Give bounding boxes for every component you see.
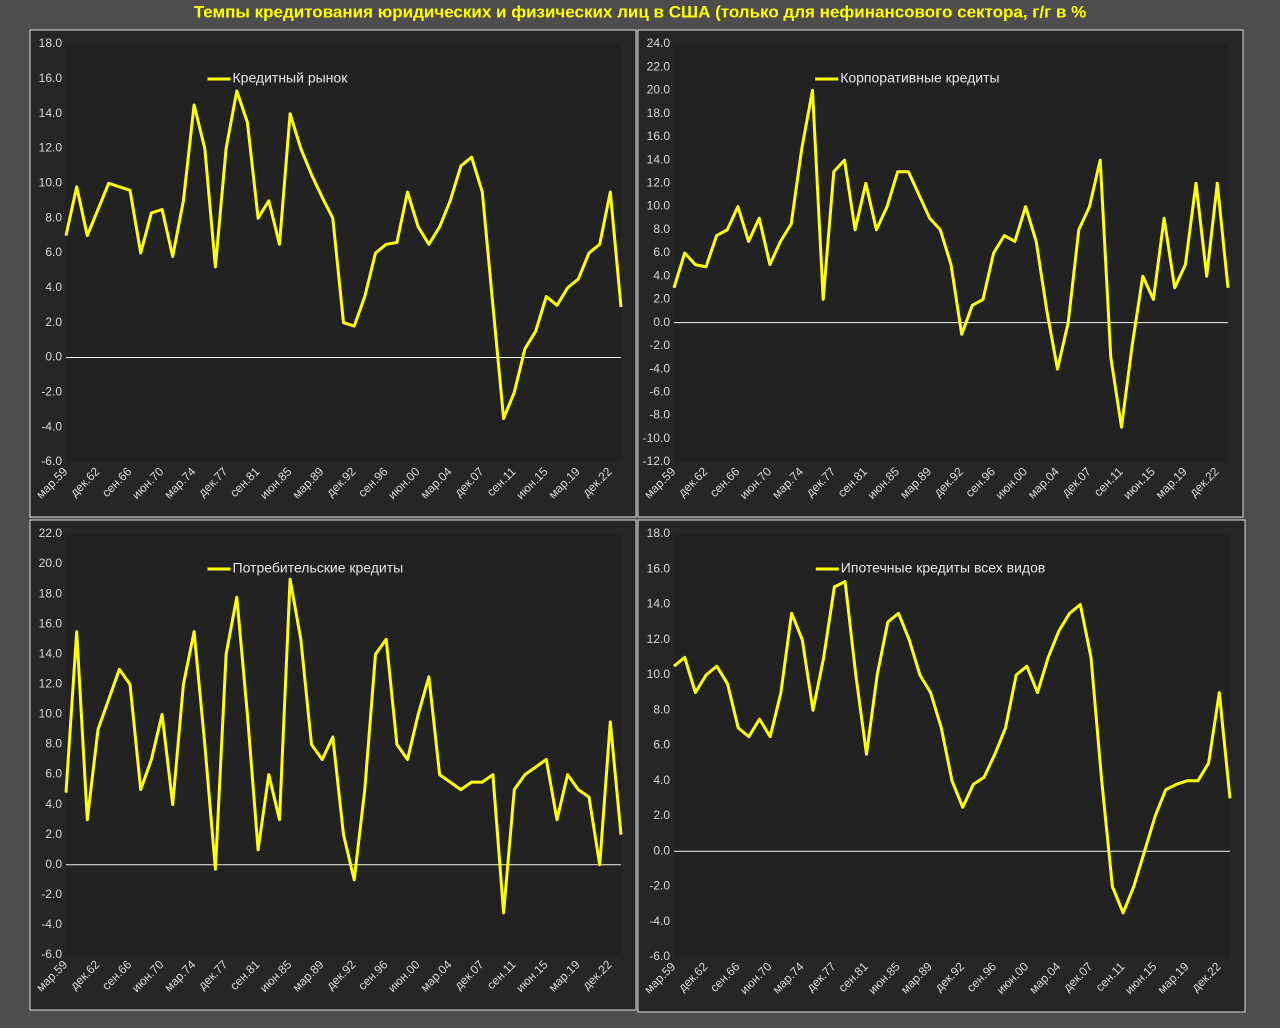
y-tick-label: 0.0 xyxy=(45,350,62,364)
y-tick-label: 10.0 xyxy=(39,707,63,721)
data-line xyxy=(64,89,623,420)
legend-label: Корпоративные кредиты xyxy=(840,70,999,86)
y-tick-label: -4.0 xyxy=(649,914,670,928)
y-tick-label: -6.0 xyxy=(649,385,670,399)
y-tick-label: 6.0 xyxy=(653,738,670,752)
y-tick-label: 4.0 xyxy=(45,280,62,294)
y-tick-label: -6.0 xyxy=(649,949,670,963)
y-tick-label: 24.0 xyxy=(647,36,671,50)
y-tick-label: 0.0 xyxy=(45,857,62,871)
y-tick-label: 8.0 xyxy=(45,737,62,751)
y-tick-label: -4.0 xyxy=(41,419,62,433)
plot-area xyxy=(674,534,1230,957)
data-line xyxy=(672,88,1230,429)
page-title: Темпы кредитования юридических и физичес… xyxy=(194,2,1086,21)
y-tick-label: -2.0 xyxy=(649,338,670,352)
y-tick-label: 2.0 xyxy=(45,827,62,841)
y-tick-label: -2.0 xyxy=(41,385,62,399)
data-line xyxy=(673,580,1232,915)
y-tick-label: 8.0 xyxy=(653,222,670,236)
y-tick-label: 2.0 xyxy=(45,315,62,329)
y-tick-label: 22.0 xyxy=(647,59,671,73)
y-tick-label: -8.0 xyxy=(649,408,670,422)
y-tick-label: 10.0 xyxy=(647,199,671,213)
y-tick-label: 14.0 xyxy=(39,106,63,120)
legend-label: Кредитный рынок xyxy=(233,70,349,86)
y-tick-label: 12.0 xyxy=(39,677,63,691)
y-tick-label: 20.0 xyxy=(39,556,63,570)
y-tick-label: 0.0 xyxy=(653,315,670,329)
plot-area xyxy=(674,44,1228,462)
y-tick-label: -6.0 xyxy=(41,454,62,468)
y-tick-label: 10.0 xyxy=(39,176,63,190)
y-tick-label: 6.0 xyxy=(45,767,62,781)
y-tick-label: 18.0 xyxy=(647,106,671,120)
y-tick-label: 8.0 xyxy=(45,210,62,224)
y-tick-label: 18.0 xyxy=(39,36,63,50)
y-tick-label: 6.0 xyxy=(45,245,62,259)
y-tick-label: 18.0 xyxy=(39,586,63,600)
y-tick-label: 14.0 xyxy=(647,597,671,611)
y-tick-label: 14.0 xyxy=(39,646,63,660)
y-tick-label: -12.0 xyxy=(643,454,671,468)
y-tick-label: 12.0 xyxy=(39,141,63,155)
y-tick-label: -4.0 xyxy=(649,361,670,375)
y-tick-label: -6.0 xyxy=(41,947,62,961)
y-tick-label: 16.0 xyxy=(39,616,63,630)
plot-area xyxy=(66,534,621,955)
y-tick-label: 16.0 xyxy=(39,71,63,85)
y-tick-label: 4.0 xyxy=(45,797,62,811)
legend-label: Ипотечные кредиты всех видов xyxy=(841,560,1046,576)
y-tick-label: 0.0 xyxy=(653,843,670,857)
y-tick-label: 16.0 xyxy=(647,561,671,575)
y-tick-label: 14.0 xyxy=(647,152,671,166)
y-tick-label: 22.0 xyxy=(39,526,63,540)
y-tick-label: 12.0 xyxy=(647,176,671,190)
data-line xyxy=(64,577,623,915)
y-tick-label: 6.0 xyxy=(653,245,670,259)
y-tick-label: -4.0 xyxy=(41,917,62,931)
y-tick-label: -10.0 xyxy=(643,431,671,445)
y-tick-label: 4.0 xyxy=(653,773,670,787)
y-tick-label: 8.0 xyxy=(653,702,670,716)
y-tick-label: -2.0 xyxy=(649,879,670,893)
y-tick-label: 4.0 xyxy=(653,268,670,282)
y-tick-label: 2.0 xyxy=(653,292,670,306)
y-tick-label: 20.0 xyxy=(647,83,671,97)
y-tick-label: 18.0 xyxy=(647,526,671,540)
y-tick-label: -2.0 xyxy=(41,887,62,901)
y-tick-label: 12.0 xyxy=(647,632,671,646)
plot-area xyxy=(66,44,621,462)
y-tick-label: 10.0 xyxy=(647,667,671,681)
legend-label: Потребительские кредиты xyxy=(233,560,404,576)
y-tick-label: 16.0 xyxy=(647,129,671,143)
y-tick-label: 2.0 xyxy=(653,808,670,822)
